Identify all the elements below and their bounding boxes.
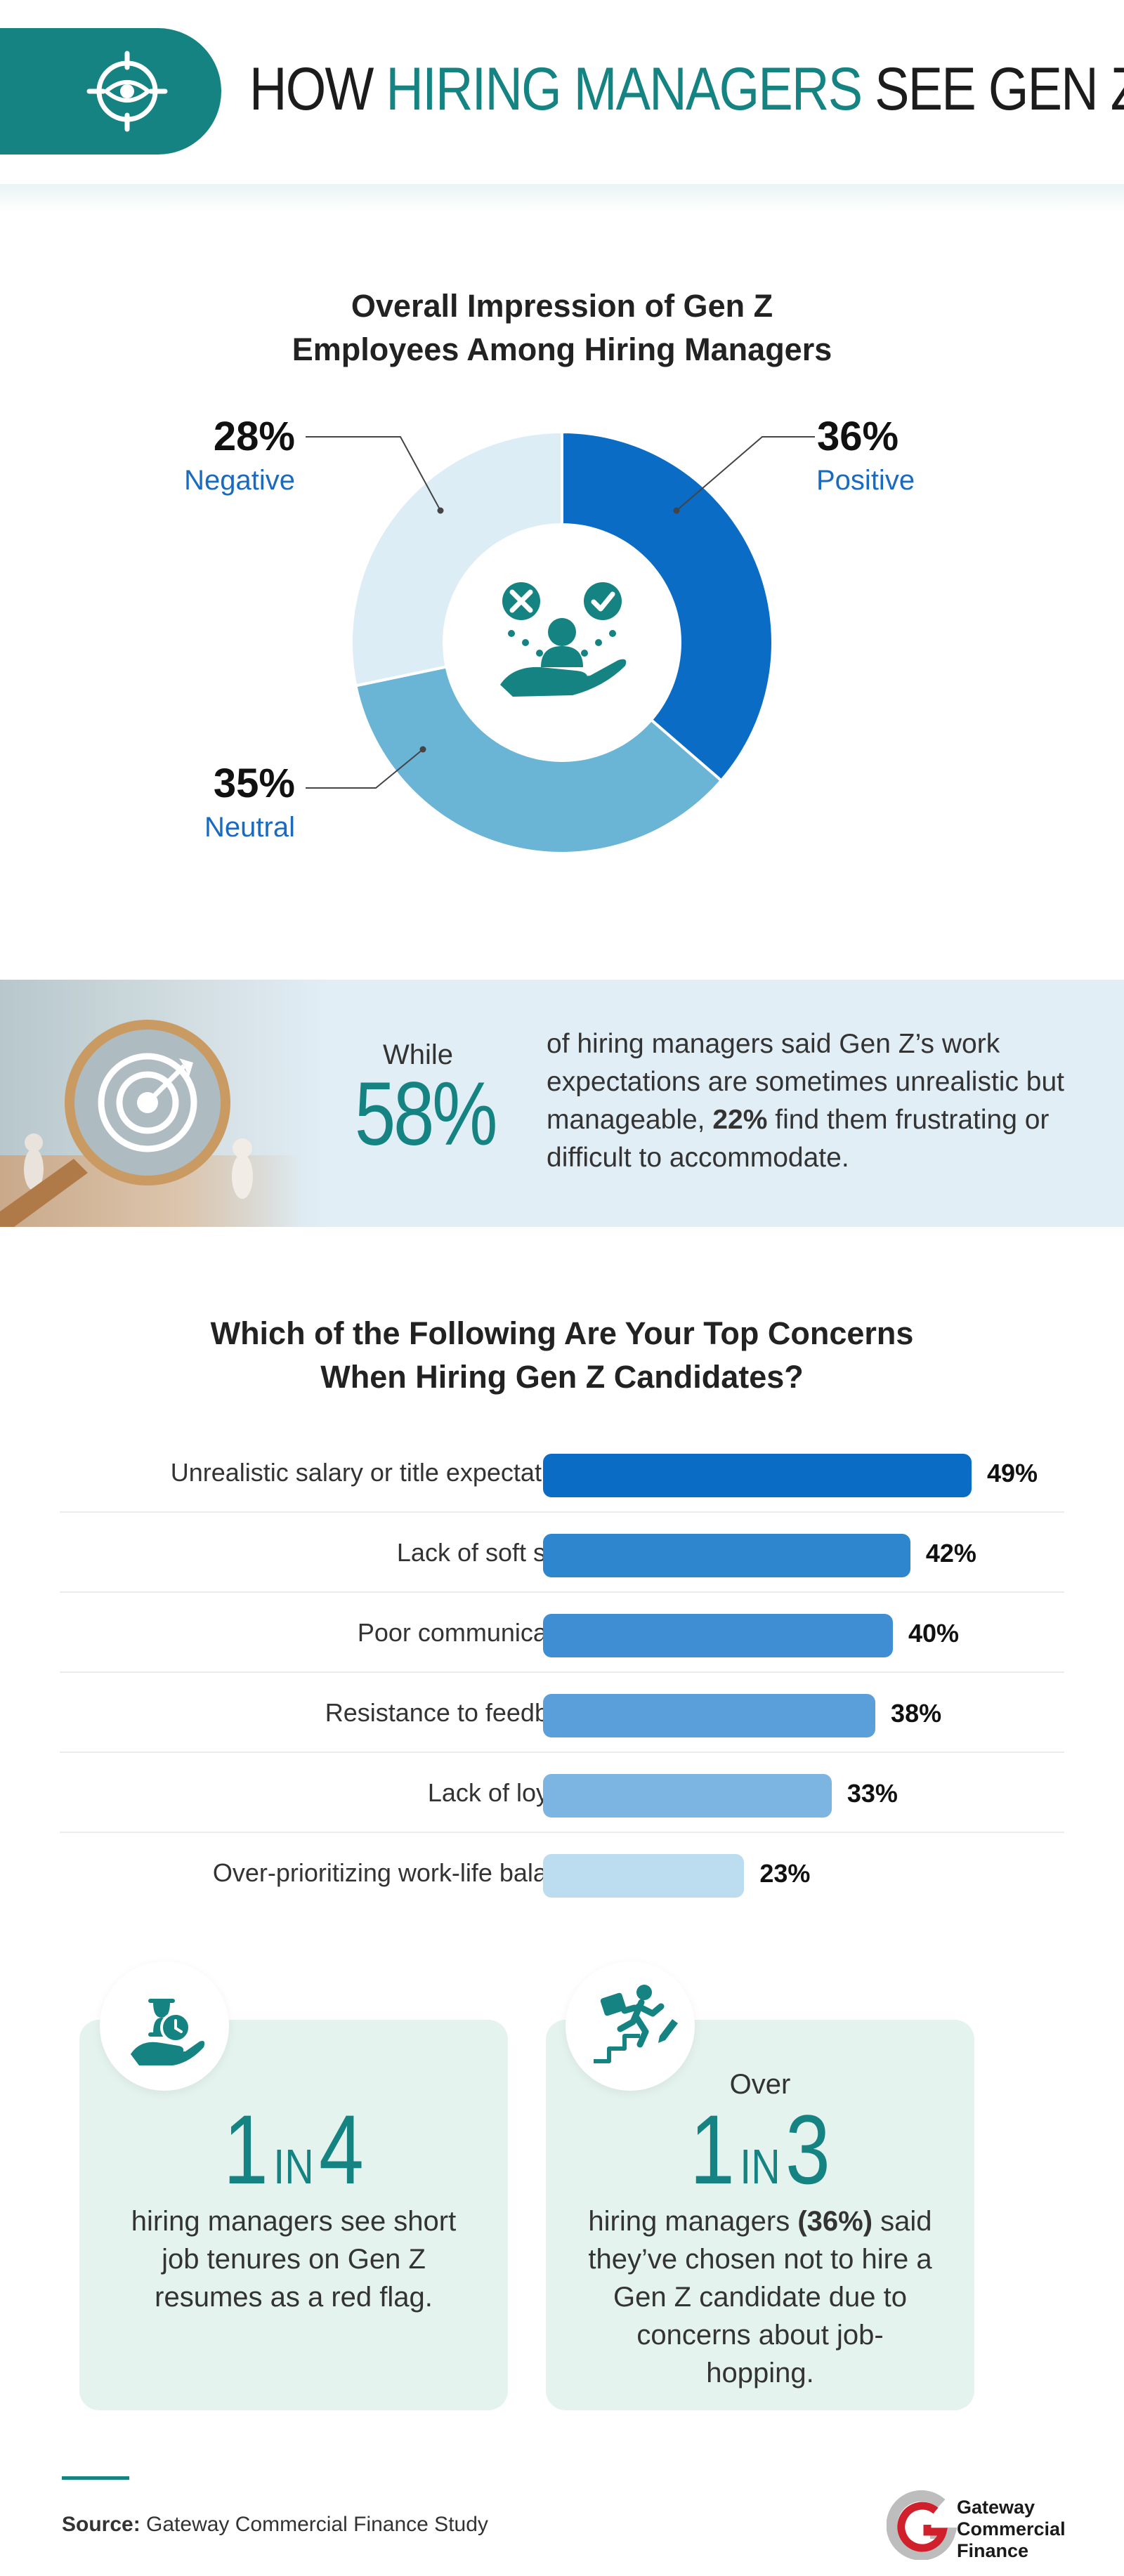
bar-row: Poor communication 40% [60,1593,1064,1673]
stat-1-in-3: 1 IN3 [690,2094,830,2204]
bar-mark [543,1694,876,1737]
neutral-pct: 35% [213,761,295,806]
negative-pct: 28% [213,414,295,459]
footer-divider [62,2476,129,2480]
card-left-text: hiring managers see short job tenures on… [131,2206,457,2313]
card-right-text: hiring managers (36%) said they’ve chose… [588,2206,932,2388]
card-icon-circle [566,1961,695,2091]
decision-hand-icon [500,582,627,697]
magnifier-target-icon [0,1020,253,1227]
bar-value-label: 49% [987,1459,1038,1487]
gateway-logo-icon [887,2490,957,2560]
donut-chart [306,430,815,855]
bar-row: Lack of soft skills 42% [60,1513,1064,1593]
card-over: Over [729,2069,791,2100]
bar-row: Resistance to feedback 38% [60,1673,1064,1753]
bar-row: Unrealistic salary or title expectations… [60,1433,1064,1513]
page-title: HOW HIRING MANAGERS SEE GEN Z [249,55,1124,123]
donut-chart-title: Overall Impression of Gen Z Employees Am… [292,288,832,367]
card-icon-circle [100,1961,229,2091]
neutral-label: Neutral [204,812,295,843]
bar-chart-title: Which of the Following Are Your Top Conc… [210,1315,914,1395]
bar-mark [543,1614,893,1657]
job-hopping-stairs-icon [594,1985,678,2063]
bar-value-label: 40% [908,1619,960,1648]
bar-category-label: Unrealistic salary or title expectations [170,1458,588,1487]
banner-while: While [383,1039,454,1070]
bar-mark [543,1854,745,1898]
bar-mark [543,1534,910,1577]
header: HOW HIRING MANAGERS SEE GEN Z [0,0,1124,190]
bar-value-label: 33% [847,1779,898,1808]
stat-1-in-4: 1 IN4 [223,2094,364,2204]
negative-label: Negative [184,465,295,496]
bar-mark [543,1774,832,1818]
banner-text: of hiring managers said Gen Z’s work exp… [547,1029,1065,1173]
header-shadow [0,184,1124,212]
bar-row: Lack of loyalty 33% [60,1753,1064,1833]
bar-value-label: 42% [925,1539,976,1568]
gateway-logo-text: Gateway Commercial Finance [957,2497,1066,2561]
positive-pct: 36% [817,414,899,459]
source-note: Source: Gateway Commercial Finance Study [62,2513,488,2536]
hourglass-hand-icon [131,1999,205,2065]
bar-value-label: 38% [891,1699,942,1728]
bar-value-label: 23% [759,1859,811,1888]
header-badge [0,28,221,155]
stat-banner [0,980,1124,1227]
banner-stat: 58% [354,1064,498,1164]
eye-target-icon [86,51,168,132]
bar-row: Over-prioritizing work-life balance 23% [60,1833,1064,1913]
bar-mark [543,1454,972,1497]
bar-category-label: Over-prioritizing work-life balance [212,1858,588,1887]
leader-lines [306,436,815,789]
positive-label: Positive [816,465,915,496]
